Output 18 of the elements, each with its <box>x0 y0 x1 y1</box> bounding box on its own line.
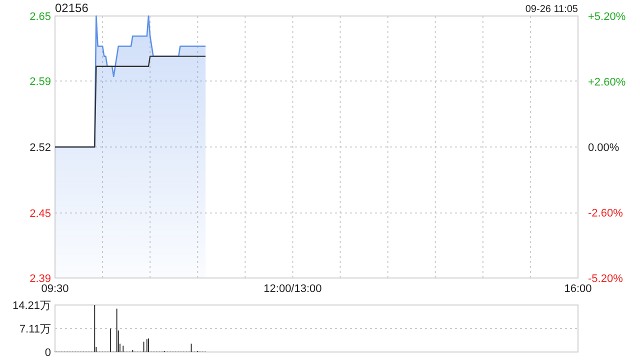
y2-tick-label: +2.60% <box>588 76 626 88</box>
y-tick-label: 2.52 <box>30 142 51 154</box>
x-tick-label: 12:00/13:00 <box>264 283 322 295</box>
y-tick-label: 2.45 <box>30 208 51 220</box>
y2-tick-label: -5.20% <box>588 273 624 285</box>
text: 09-26 11:05 <box>525 4 578 15</box>
x-tick-label: 16:00 <box>564 283 592 295</box>
y-tick-label: 2.65 <box>30 11 51 23</box>
y-tick-label: 2.59 <box>30 76 51 88</box>
y-tick-label: 0 <box>44 347 51 359</box>
y2-tick-label: +5.20% <box>588 11 626 23</box>
y2-tick-label: -2.60% <box>588 208 624 220</box>
y-tick-label: 14.21万 <box>12 300 51 312</box>
x-tick-label: 09:30 <box>41 283 69 295</box>
chart-title: 02156 <box>55 1 89 15</box>
y-tick-label: 7.11万 <box>19 323 51 336</box>
y-tick-label: 2.39 <box>30 273 51 285</box>
y2-tick-label: 0.00% <box>588 142 620 154</box>
